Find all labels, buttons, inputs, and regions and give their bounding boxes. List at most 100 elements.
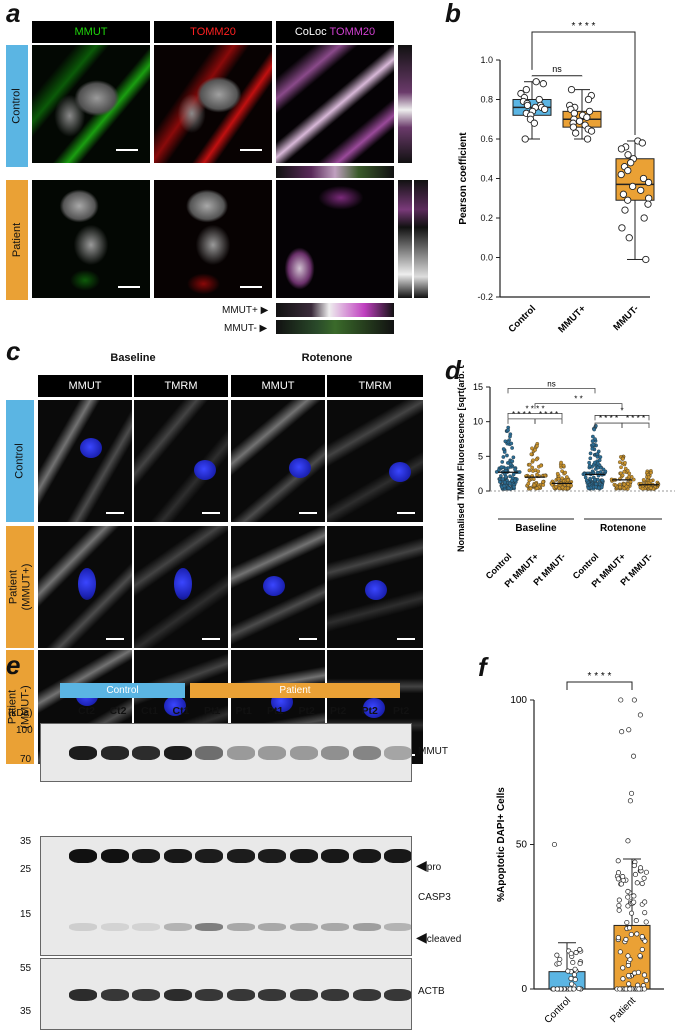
f-point bbox=[628, 790, 635, 796]
e-band bbox=[352, 989, 381, 1001]
e-band bbox=[289, 746, 318, 760]
d-point bbox=[631, 477, 636, 482]
c-micrograph bbox=[327, 526, 423, 648]
b-point bbox=[532, 78, 540, 86]
f-point bbox=[620, 965, 626, 971]
f-point bbox=[637, 712, 643, 718]
e-band bbox=[226, 989, 255, 1001]
e-band bbox=[384, 989, 411, 1001]
f-point bbox=[620, 976, 626, 982]
panel-c-label: c bbox=[6, 336, 21, 366]
e-band bbox=[321, 923, 349, 931]
e-band bbox=[226, 923, 255, 931]
d-point bbox=[593, 460, 597, 465]
b-y-tick-label: 0.0 bbox=[480, 253, 493, 263]
d-point bbox=[555, 471, 560, 476]
e-kda-label: (kDa) bbox=[8, 708, 33, 719]
d-point bbox=[596, 461, 600, 466]
e-band bbox=[352, 923, 381, 931]
b-point bbox=[621, 206, 629, 214]
f-point bbox=[551, 841, 558, 848]
d-point bbox=[533, 448, 537, 452]
d-point bbox=[590, 446, 595, 451]
a-patient-tomm20-image bbox=[154, 180, 272, 298]
f-x-tick-label: Control bbox=[543, 995, 574, 1026]
e-band-pro: ◀pro bbox=[416, 857, 442, 873]
e-marker-100: 100 bbox=[16, 725, 33, 736]
f-point bbox=[569, 981, 575, 987]
d-group-baseline: Baseline bbox=[515, 523, 557, 534]
f-point bbox=[577, 960, 583, 967]
b-y-tick-label: -0.2 bbox=[477, 292, 493, 302]
a-strip-label-mmut-pos: MMUT+ ▶ bbox=[222, 305, 269, 316]
c-header-tmrm-rotenone: TMRM bbox=[327, 375, 423, 397]
f-point bbox=[643, 978, 649, 984]
d-point bbox=[561, 463, 566, 468]
a-control-mmut-image bbox=[32, 45, 150, 163]
e-band bbox=[258, 746, 286, 760]
e-lane-label: Pt1 bbox=[267, 705, 284, 717]
e-band bbox=[321, 849, 349, 863]
b-point bbox=[583, 113, 591, 121]
d-point bbox=[509, 441, 514, 446]
f-point bbox=[626, 727, 632, 733]
d-annotation: * bbox=[620, 406, 623, 415]
a-control-zstack-side bbox=[398, 45, 412, 163]
d-annotation: * * * * bbox=[599, 414, 618, 423]
f-point bbox=[641, 875, 647, 881]
d-point bbox=[600, 478, 605, 483]
d-annotation: * * * * bbox=[626, 414, 645, 423]
d-bracket bbox=[621, 422, 650, 429]
d-point bbox=[501, 447, 506, 451]
d-point bbox=[593, 437, 597, 441]
b-point bbox=[624, 151, 632, 159]
f-point bbox=[632, 871, 638, 878]
d-point bbox=[510, 446, 514, 450]
c-micrograph bbox=[38, 526, 132, 648]
d-bracket bbox=[507, 418, 536, 424]
c-scale-bar bbox=[397, 638, 415, 640]
d-point bbox=[527, 468, 532, 473]
b-y-axis-label: Pearson coefficient bbox=[458, 132, 469, 225]
c-scale-bar bbox=[106, 512, 124, 514]
f-point bbox=[627, 798, 633, 804]
e-band bbox=[100, 923, 129, 931]
dapi-nucleus bbox=[194, 460, 216, 480]
f-point bbox=[568, 975, 574, 982]
b-bracket-sig bbox=[531, 31, 636, 136]
b-y-tick-label: 0.6 bbox=[480, 134, 493, 144]
b-x-tick-label: MMUT- bbox=[611, 303, 641, 333]
a-row-control-label: Control bbox=[6, 45, 28, 167]
e-band bbox=[289, 989, 318, 1001]
c-micrograph bbox=[231, 526, 325, 648]
panel-b-label: b bbox=[445, 0, 461, 28]
f-bracket bbox=[566, 681, 633, 690]
d-point bbox=[586, 486, 591, 491]
d-point bbox=[599, 485, 604, 490]
f-x-tick-label: Patient bbox=[608, 995, 638, 1025]
e-lane-label: Ct1 bbox=[141, 705, 158, 717]
d-point bbox=[530, 446, 534, 451]
f-point bbox=[577, 947, 583, 953]
d-point bbox=[527, 478, 532, 483]
d-point bbox=[511, 472, 516, 477]
d-point bbox=[500, 460, 505, 464]
e-band bbox=[321, 989, 349, 1001]
e-target-mmut: MMUT bbox=[418, 746, 448, 757]
d-point bbox=[646, 475, 651, 480]
f-point bbox=[571, 972, 577, 978]
d-point bbox=[593, 484, 598, 489]
e-lane-label: Ct1 bbox=[172, 705, 190, 717]
d-bracket bbox=[534, 418, 563, 424]
b-point bbox=[587, 127, 596, 135]
f-point bbox=[571, 986, 577, 992]
f-point bbox=[617, 986, 623, 992]
f-point bbox=[643, 919, 649, 925]
e-band bbox=[258, 923, 286, 931]
a-header-mmut: MMUT bbox=[32, 21, 150, 43]
f-point bbox=[615, 876, 621, 882]
d-point bbox=[503, 474, 508, 479]
d-point bbox=[512, 484, 516, 489]
c-micrograph bbox=[134, 400, 228, 522]
d-annotation: * * * * bbox=[512, 410, 531, 419]
